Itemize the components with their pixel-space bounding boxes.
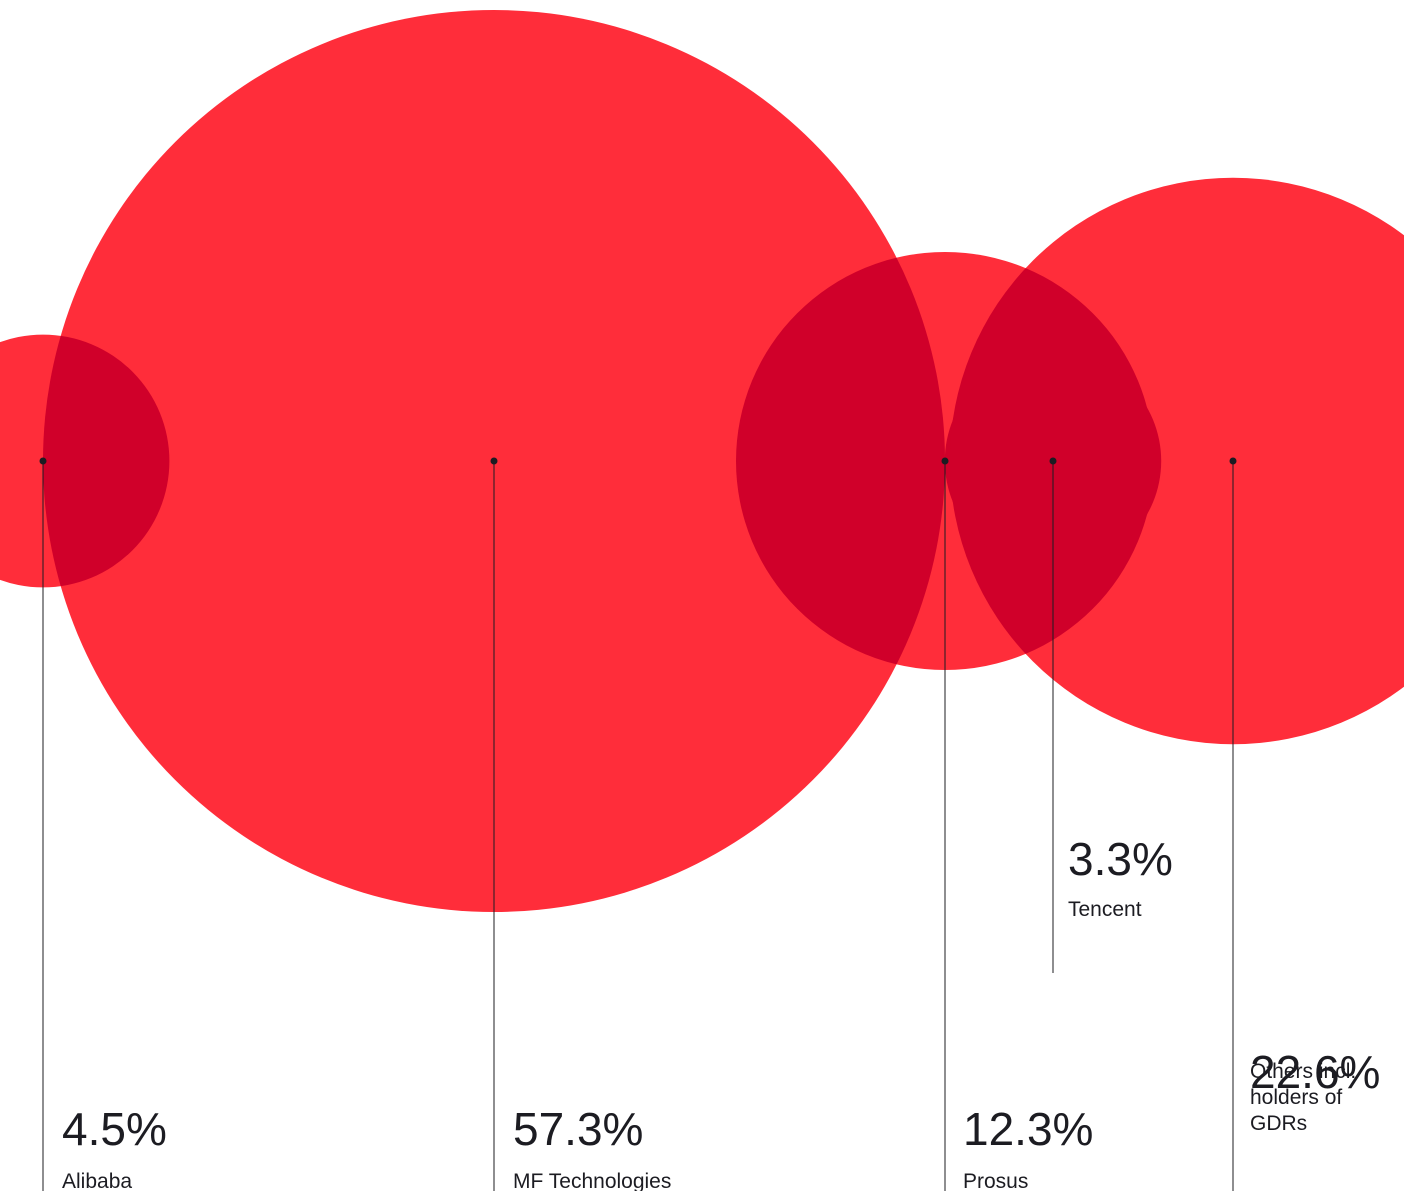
bubble-overlap (736, 252, 945, 670)
bubble-center-dot (941, 457, 949, 465)
bubble-center-dot (1229, 457, 1237, 465)
labels-layer: 4.5% Alibaba 57.3% MF Technologies 12.3% Pros… (62, 833, 1380, 1191)
category-label: Prosus (963, 1170, 1028, 1191)
value-label: 4.5% (62, 1103, 167, 1155)
category-label: holders of (1250, 1086, 1342, 1109)
category-label: GDRs (1250, 1112, 1307, 1135)
category-label: Alibaba (62, 1170, 132, 1191)
category-label: Tencent (1068, 898, 1142, 921)
category-label: MF Technologies (513, 1170, 671, 1191)
value-label: 57.3% (513, 1103, 643, 1155)
bubble-center-dot (1049, 457, 1057, 465)
value-label: 3.3% (1068, 833, 1173, 885)
bubble-center-dot (39, 457, 47, 465)
category-label: Others incl. (1250, 1060, 1356, 1083)
value-label: 12.3% (963, 1103, 1093, 1155)
bubbles-layer (0, 10, 1404, 912)
bubble-overlap (949, 252, 1154, 670)
bubble-center-dot (490, 457, 498, 465)
value-label: 22.6% (1250, 1046, 1380, 1098)
leader-lines-layer (39, 457, 1237, 1191)
